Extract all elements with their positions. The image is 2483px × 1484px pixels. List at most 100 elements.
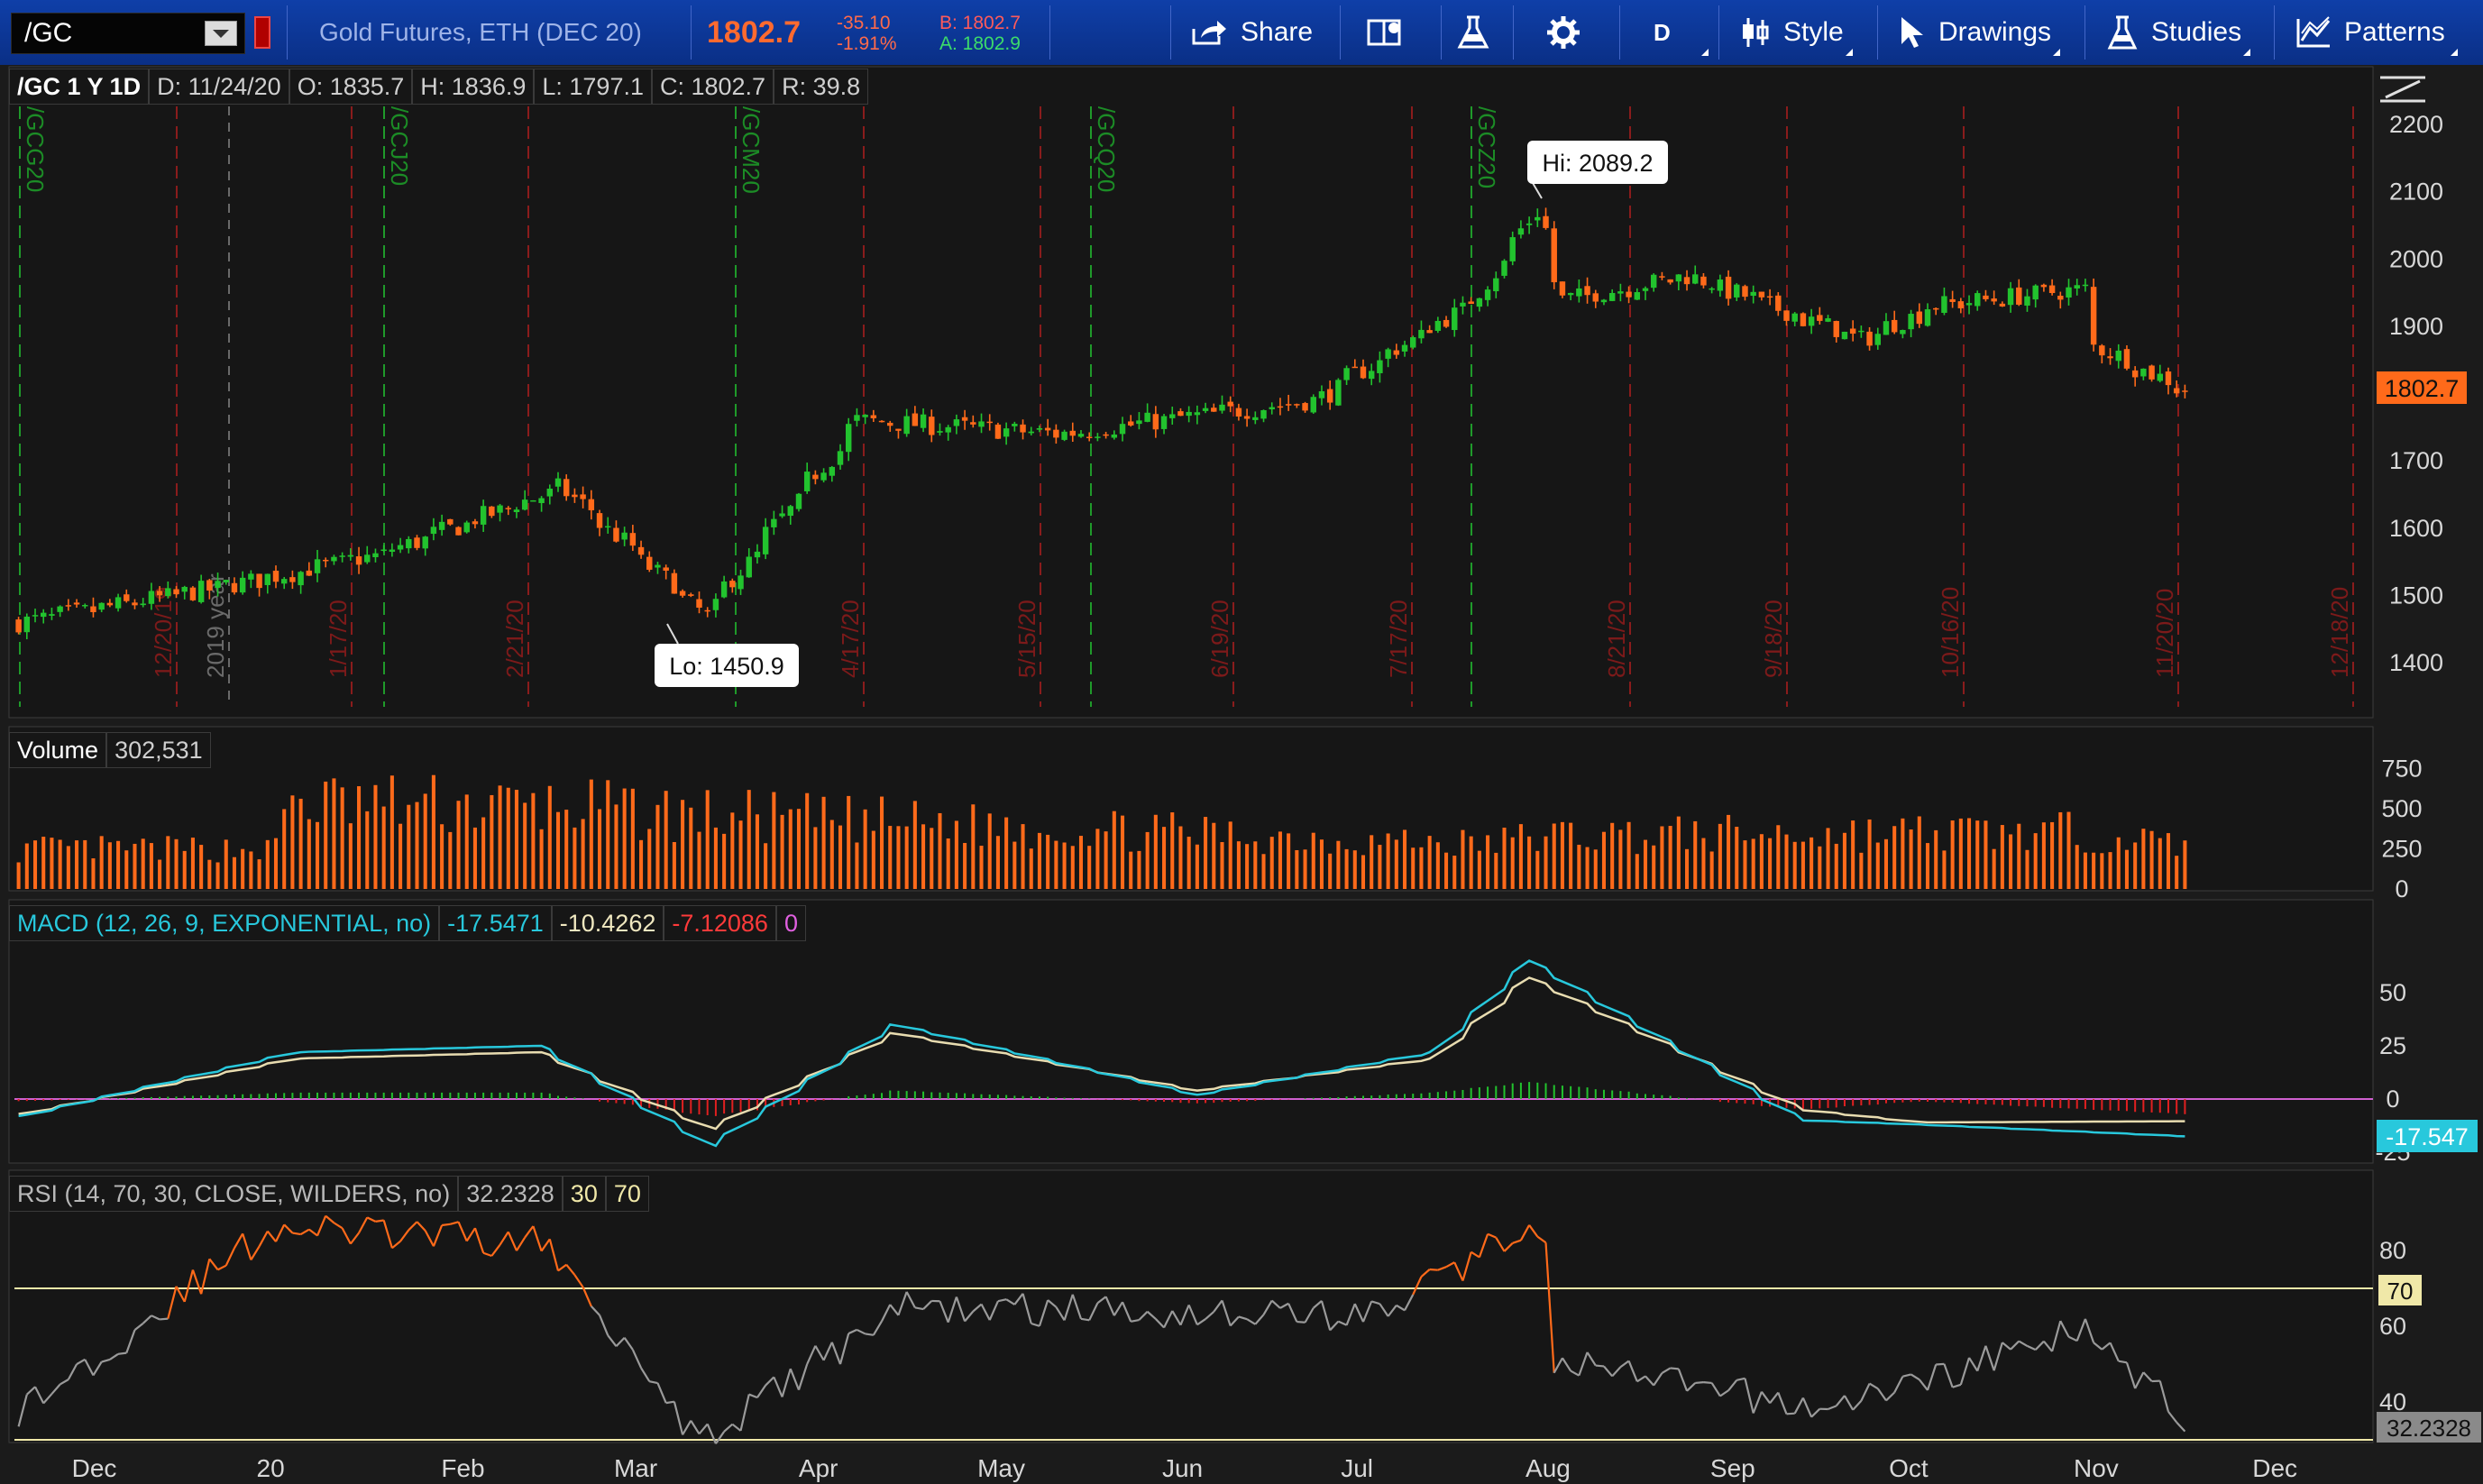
candle-body [314, 559, 321, 573]
rsi-value: 32.2328 [458, 1176, 563, 1212]
candle-body [1932, 307, 1939, 310]
volume-bar [705, 790, 710, 889]
volume-bar [2041, 822, 2046, 889]
volume-bar [407, 804, 411, 889]
rsi-segment [1512, 1239, 1522, 1244]
rsi-segment [1570, 1369, 1580, 1377]
symbol-dropdown-button[interactable] [205, 21, 237, 46]
candle-body [181, 586, 188, 592]
macd-histogram-bar [67, 1099, 69, 1100]
candle-body [505, 508, 511, 509]
rsi-segment [1868, 1382, 1879, 1390]
macd-histogram-bar [1594, 1089, 1597, 1099]
macd-histogram-bar [1901, 1099, 1904, 1103]
style-button[interactable]: Style [1740, 0, 1853, 65]
bar-high: H: 1836.9 [412, 69, 535, 105]
toolbar-separator [287, 5, 288, 60]
instrument-description: Gold Futures, ETH (DEC 20) [319, 18, 642, 46]
drawings-button[interactable]: Drawings [1899, 0, 2061, 65]
macd-histogram-bar [1968, 1099, 1971, 1104]
aggregation-button[interactable]: D [1654, 0, 1709, 65]
volume-bar [1427, 836, 1432, 889]
volume-bar [805, 792, 810, 889]
candle-body [1053, 429, 1059, 438]
macd-histogram-bar [2051, 1099, 2054, 1108]
rsi-segment [905, 1291, 916, 1308]
candle-body [414, 537, 420, 548]
volume-bar [738, 820, 743, 889]
candle-body [663, 567, 669, 571]
toolbar-separator [691, 5, 692, 60]
rsi-tick-label: 40 [2379, 1388, 2406, 1415]
candle-body [530, 499, 536, 502]
expiration-label: 4/17/20 [837, 600, 864, 678]
macd-histogram-bar [1827, 1099, 1829, 1108]
rsi-segment [1828, 1405, 1837, 1411]
rsi-segment [2134, 1371, 2145, 1389]
macd-histogram-bar [673, 1099, 675, 1111]
candle-body [23, 616, 31, 633]
macd-histogram-bar [333, 1092, 335, 1099]
patterns-label: Patterns [2344, 17, 2445, 47]
rsi-segment [1287, 1303, 1298, 1323]
candle-body [15, 619, 22, 633]
rsi-segment [1553, 1357, 1563, 1374]
rsi-segment [1910, 1373, 1920, 1381]
volume-bar [1295, 850, 1299, 889]
studies-button[interactable]: Studies [2106, 0, 2251, 65]
macd-histogram-bar [2150, 1099, 2153, 1113]
candle-body [1484, 289, 1491, 300]
volume-bar [863, 809, 867, 889]
candle-body [862, 415, 868, 417]
rsi-segment [1005, 1298, 1015, 1305]
volume-bar [415, 802, 419, 889]
macd-histogram-bar [640, 1099, 643, 1108]
rsi-segment [125, 1329, 136, 1353]
candle-body [937, 431, 943, 433]
candle-body [762, 527, 769, 554]
macd-histogram-bar [723, 1099, 726, 1114]
candle-body [1866, 331, 1873, 346]
patterns-button[interactable]: Patterns [2295, 0, 2458, 65]
volume-bar [788, 809, 793, 889]
volume-bar [1942, 850, 1947, 889]
macd-histogram-bar [1852, 1099, 1855, 1106]
share-button[interactable]: Share [1192, 0, 1313, 65]
macd-histogram-bar [1843, 1099, 1846, 1107]
macd-histogram-bar [980, 1094, 983, 1099]
rsi-segment [2167, 1411, 2178, 1424]
flexible-grid-button[interactable] [1367, 0, 1417, 65]
rsi-segment [1918, 1379, 1929, 1391]
macd-histogram-bar [1602, 1089, 1605, 1099]
axis-scale-icon[interactable] [2380, 76, 2425, 103]
candle-body [463, 522, 470, 533]
macd-histogram-bar [1254, 1099, 1257, 1102]
volume-bar [91, 858, 96, 889]
rsi-segment [1943, 1363, 1954, 1388]
candle-body [73, 602, 80, 605]
macd-histogram-bar [175, 1096, 178, 1099]
rsi-segment [316, 1215, 327, 1236]
rsi-segment [1959, 1357, 1971, 1386]
volume-bar [1112, 811, 1116, 889]
beaker-button[interactable] [1455, 0, 1504, 65]
macd-histogram-bar [2134, 1099, 2137, 1113]
candle-body [1858, 330, 1865, 333]
candle-body [1750, 291, 1756, 297]
symbol-input[interactable]: /GC [11, 13, 245, 54]
settings-button[interactable] [1545, 0, 1594, 65]
volume-tick-label: 750 [2381, 756, 2422, 783]
macd-histogram-bar [1777, 1099, 1780, 1108]
rsi-segment [1429, 1268, 1438, 1271]
macd-histogram-bar [325, 1092, 327, 1099]
macd-histogram-bar [1619, 1091, 1622, 1099]
candle-body [1941, 296, 1947, 313]
rsi-segment [939, 1300, 949, 1324]
macd-histogram-bar [2075, 1099, 2078, 1109]
volume-bar [1477, 850, 1481, 889]
flag-icon[interactable] [254, 16, 270, 49]
candle-body [1020, 424, 1026, 433]
rsi-segment [1562, 1357, 1572, 1372]
candle-body [1517, 228, 1525, 235]
